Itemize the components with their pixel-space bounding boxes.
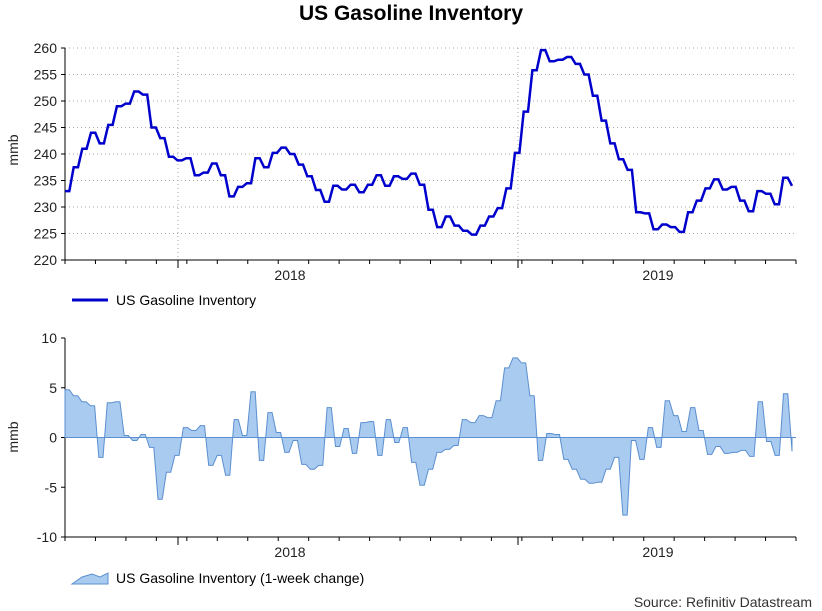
change-y-tick-label: -10 [37,529,57,545]
change-legend-swatch [70,572,109,585]
inventory-series [65,48,794,236]
change-y-tick-label: -5 [45,479,58,495]
inventory-grid [65,47,796,261]
inventory-y-tick-label: 260 [34,40,58,56]
inventory-y-tick-label: 255 [34,67,58,83]
change-series-area [64,357,793,516]
inventory-y-tick-label: 220 [34,252,58,268]
inventory-x-tick-label: 2018 [274,267,305,283]
change-x-tick-label: 2019 [642,544,673,560]
inventory-series-line [65,48,794,236]
inventory-ylabel: mmb [5,134,21,165]
inventory-y-tick-label: 230 [34,199,58,215]
change-legend-label: US Gasoline Inventory (1-week change) [116,570,364,586]
inventory-y-tick-label: 245 [34,120,58,136]
change-y-tick-label: 10 [41,330,57,346]
inventory-legend-label: US Gasoline Inventory [116,292,256,308]
change-legend: US Gasoline Inventory (1-week change) [70,570,364,586]
change-y-tick-label: 5 [49,380,57,396]
change-series [64,357,796,516]
inventory-axes: 220 225 230 235 240 245 250 255 260 2018 2019 [34,40,797,283]
chart-title: US Gasoline Inventory [298,2,524,25]
change-x-tick-label: 2018 [274,544,305,560]
change-y-tick-label: 0 [49,430,57,446]
source-note: Source: Refinitiv Datastream [633,594,812,610]
inventory-legend: US Gasoline Inventory [72,292,256,308]
inventory-y-tick-label: 235 [34,173,58,189]
change-ylabel: mmb [5,421,21,452]
change-axes: -10 -5 0 5 10 2018 2019 [37,330,797,560]
inventory-x-tick-label: 2019 [642,267,673,283]
inventory-y-tick-label: 250 [34,93,58,109]
inventory-y-tick-label: 225 [34,226,58,242]
change-panel: -10 -5 0 5 10 2018 2019 mmb US Gasoline Invent… [5,330,797,586]
inventory-y-tick-label: 240 [34,146,58,162]
